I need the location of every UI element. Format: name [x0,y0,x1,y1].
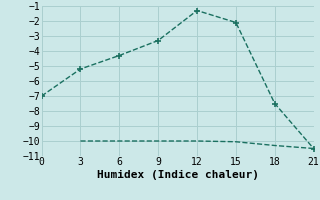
X-axis label: Humidex (Indice chaleur): Humidex (Indice chaleur) [97,170,259,180]
